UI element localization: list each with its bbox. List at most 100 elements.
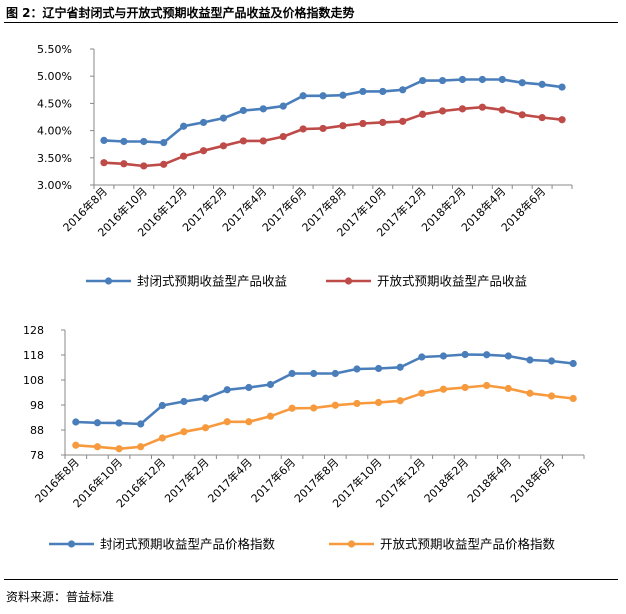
data-point <box>120 137 128 146</box>
data-point <box>140 137 148 146</box>
data-point <box>160 160 168 168</box>
y-tick-label: 98 <box>30 399 44 412</box>
data-point <box>418 389 426 397</box>
y-tick-label: 118 <box>23 349 44 362</box>
data-point <box>439 352 448 360</box>
data-point <box>137 443 145 451</box>
data-point <box>259 105 267 113</box>
data-point <box>93 443 102 451</box>
legend-label-1: 封闭式预期收益型产品价格指数 <box>100 537 276 552</box>
data-point <box>93 419 102 427</box>
data-point <box>319 124 327 133</box>
y-tick-label: 4.50% <box>37 97 72 110</box>
data-point <box>461 350 469 359</box>
legend-label-2: 开放式预期收益型产品价格指数 <box>380 537 556 552</box>
chart-2: 1281181089888782016年8月2016年10月2016年12月20… <box>23 324 585 552</box>
data-point <box>558 83 566 91</box>
y-tick-label: 3.00% <box>37 179 72 192</box>
data-point <box>266 380 275 389</box>
data-point <box>115 445 123 453</box>
data-point <box>245 418 253 426</box>
y-tick-label: 88 <box>30 424 44 437</box>
legend-marker-2 <box>344 277 353 285</box>
data-point <box>180 122 188 130</box>
data-point <box>245 383 253 392</box>
data-point <box>374 364 383 373</box>
data-point <box>223 418 231 426</box>
data-point <box>199 118 208 127</box>
data-point <box>180 397 188 406</box>
top-rule <box>4 22 618 23</box>
data-point <box>439 385 448 393</box>
data-point <box>478 103 486 111</box>
data-point <box>498 106 506 114</box>
legend-marker-1 <box>67 540 76 548</box>
data-point <box>379 118 387 127</box>
data-point <box>359 119 367 128</box>
y-tick-label: 3.50% <box>37 152 72 165</box>
data-point <box>461 383 469 392</box>
data-point <box>72 418 80 426</box>
legend-label-2: 开放式预期收益型产品收益 <box>377 274 527 289</box>
data-point <box>396 397 404 405</box>
data-point <box>158 434 166 442</box>
x-tick-label: 2018年6月 <box>507 455 557 505</box>
data-point <box>137 420 145 428</box>
data-point <box>538 113 546 122</box>
x-tick-label: 2017年6月 <box>248 455 298 505</box>
data-point <box>279 132 287 141</box>
data-point <box>396 363 404 371</box>
data-point <box>120 160 128 168</box>
data-point <box>288 369 296 378</box>
data-point <box>339 91 347 99</box>
data-point <box>100 136 108 144</box>
x-tick-label: 2018年2月 <box>421 455 471 505</box>
data-point <box>569 394 577 403</box>
data-point <box>379 87 387 96</box>
data-point <box>288 404 296 412</box>
data-point <box>115 419 123 427</box>
data-point <box>160 138 168 147</box>
data-point <box>498 75 506 84</box>
data-point <box>100 159 108 167</box>
data-point <box>418 353 426 361</box>
data-point <box>310 369 318 378</box>
data-point <box>331 369 339 378</box>
legend-marker-1 <box>104 277 113 285</box>
y-tick-label: 128 <box>23 324 44 337</box>
data-point <box>201 394 210 402</box>
data-point <box>478 75 486 84</box>
data-point <box>526 356 534 364</box>
data-point <box>438 76 447 85</box>
data-point <box>526 389 534 397</box>
data-point <box>547 357 556 365</box>
data-point <box>239 106 247 115</box>
data-point <box>399 117 407 125</box>
x-tick-label: 2017年4月 <box>205 455 255 505</box>
series-line-2 <box>75 384 574 451</box>
data-point <box>504 384 512 393</box>
x-tick-label: 2017年2月 <box>161 455 211 505</box>
data-point <box>518 79 526 87</box>
data-point <box>569 359 577 368</box>
data-point <box>72 441 80 449</box>
data-point <box>538 80 546 88</box>
y-tick-label: 5.00% <box>37 70 72 83</box>
source-note: 资料来源：普益标准 <box>6 590 115 604</box>
data-point <box>483 351 491 359</box>
chart-1: 5.50%5.00%4.50%4.00%3.50%3.00%2016年8月201… <box>37 43 573 289</box>
data-point <box>223 386 231 394</box>
x-tick-label: 2018年4月 <box>464 455 514 505</box>
data-point <box>419 76 427 85</box>
data-point <box>438 107 447 115</box>
data-point <box>547 392 556 400</box>
data-point <box>458 105 467 113</box>
data-point <box>319 92 327 100</box>
data-point <box>219 114 228 122</box>
data-point <box>299 92 307 100</box>
data-point <box>339 122 347 130</box>
data-point <box>180 152 188 160</box>
data-point <box>299 125 307 133</box>
bottom-rule <box>4 579 618 580</box>
